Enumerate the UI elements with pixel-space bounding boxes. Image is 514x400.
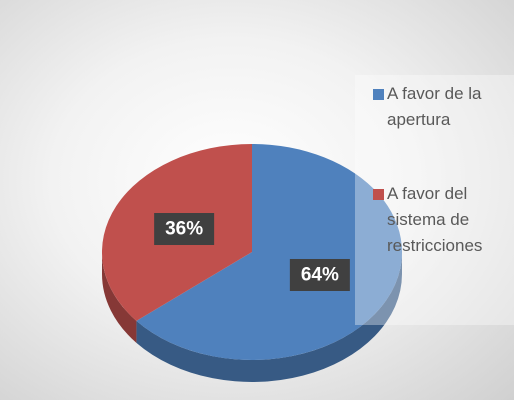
legend: A favor de la apertura A favor del sistem…	[355, 75, 514, 325]
data-label: 64%	[301, 264, 339, 285]
data-label: 36%	[165, 219, 203, 240]
legend-swatch	[373, 189, 384, 200]
legend-item: A favor del sistema de restricciones	[373, 181, 510, 259]
legend-swatch	[373, 89, 384, 100]
data-label-box	[154, 213, 215, 246]
slice-side	[102, 252, 137, 343]
legend-label: A favor de la apertura	[387, 84, 482, 129]
legend-label: A favor del sistema de restricciones	[387, 184, 483, 255]
slice-side	[136, 252, 402, 382]
legend-item: A favor de la apertura	[373, 81, 510, 133]
data-label-box	[289, 258, 350, 291]
slice	[136, 144, 402, 360]
